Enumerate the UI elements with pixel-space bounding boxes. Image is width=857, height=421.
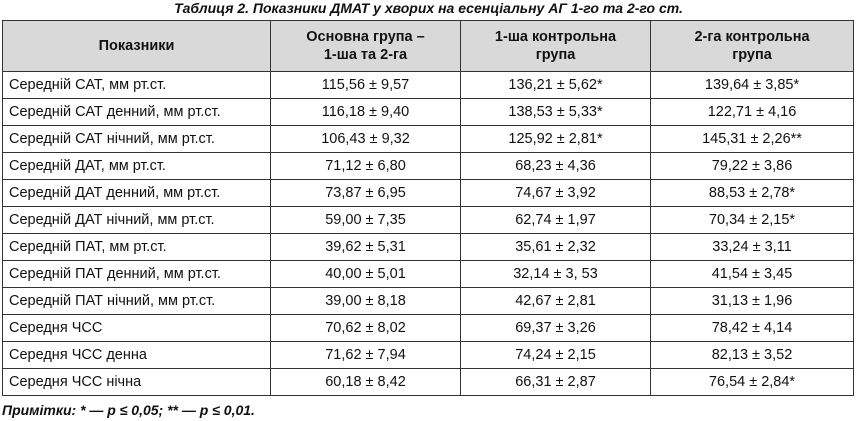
header-cell: 1-ша контрольна група — [460, 20, 651, 72]
table-cell: 73,87 ± 6,95 — [270, 179, 461, 207]
caption: Таблиця 2. Показники ДМАТ у хворих на ес… — [174, 0, 683, 16]
table-cell: Середня ЧСС нічна — [2, 368, 271, 396]
header-cell: 2-га контрольна група — [650, 20, 854, 72]
table-row: Середній САТ нічний, мм рт.ст. 106,43 ± 9… — [2, 125, 854, 153]
table-cell: 145,31 ± 2,26** — [650, 125, 854, 153]
table: Показники Основна група – 1-ша та 2-га 1-ша… — [2, 20, 854, 396]
table-cell: 76,54 ± 2,84* — [650, 368, 854, 396]
table-row: Середня ЧСС нічна 60,18 ± 8,42 66,31 ± 2,8… — [2, 368, 854, 396]
note: Примітки: * — p ≤ 0,05; ** — p ≤ 0,01. — [2, 402, 255, 418]
table-row: Середній ДАТ нічний, мм рт.ст. 59,00 ± 7,… — [2, 206, 854, 234]
table-cell: 70,62 ± 8,02 — [270, 314, 461, 342]
table-cell: 39,62 ± 5,31 — [270, 233, 461, 261]
table-row: Середня ЧСС 70,62 ± 8,02 69,37 ± 3,26 78,42… — [2, 314, 854, 342]
table-cell: 35,61 ± 2,32 — [460, 233, 651, 261]
table-cell: 71,12 ± 6,80 — [270, 152, 461, 180]
table-cell: 74,67 ± 3,92 — [460, 179, 651, 207]
table-row: Середня ЧСС денна 71,62 ± 7,94 74,24 ± 2,1… — [2, 341, 854, 369]
table-cell: 39,00 ± 8,18 — [270, 287, 461, 315]
table-cell: Середній ДАТ денний, мм рт.ст. — [2, 179, 271, 207]
table-cell: 41,54 ± 3,45 — [650, 260, 854, 288]
table-cell: 136,21 ± 5,62* — [460, 71, 651, 99]
header-line: 2-га контрольна — [694, 29, 810, 45]
table-cell: 138,53 ± 5,33* — [460, 98, 651, 126]
table-cell: 116,18 ± 9,40 — [270, 98, 461, 126]
table-cell: Середній ПАТ нічний, мм рт.ст. — [2, 287, 271, 315]
table-cell: 82,13 ± 3,52 — [650, 341, 854, 369]
table-row: Середній ДАТ, мм рт.ст. 71,12 ± 6,80 68,23… — [2, 152, 854, 180]
header-line: Показники — [98, 38, 175, 54]
table-cell: 40,00 ± 5,01 — [270, 260, 461, 288]
table-cell: 42,67 ± 2,81 — [460, 287, 651, 315]
header-line: 1-ша контрольна — [494, 29, 617, 45]
table-row: Середній САТ, мм рт.ст. 115,56 ± 9,57 136,… — [2, 71, 854, 99]
table-cell: 69,37 ± 3,26 — [460, 314, 651, 342]
table-cell: Середній САТ денний, мм рт.ст. — [2, 98, 271, 126]
table-cell: 122,71 ± 4,16 — [650, 98, 854, 126]
header-cell: Показники — [2, 20, 271, 72]
table-cell: 78,42 ± 4,14 — [650, 314, 854, 342]
table-cell: 68,23 ± 4,36 — [460, 152, 651, 180]
table-cell: Середня ЧСС денна — [2, 341, 271, 369]
table-row: Середній ДАТ денний, мм рт.ст. 73,87 ± 6,… — [2, 179, 854, 207]
header-line: 1-ша та 2-га — [323, 47, 408, 63]
table-cell: 32,14 ± 3, 53 — [460, 260, 651, 288]
table-cell: 62,74 ± 1,97 — [460, 206, 651, 234]
table-cell: 79,22 ± 3,86 — [650, 152, 854, 180]
table-cell: Середній ДАТ нічний, мм рт.ст. — [2, 206, 271, 234]
header-line: група — [732, 47, 772, 63]
table-cell: 33,24 ± 3,11 — [650, 233, 854, 261]
table-cell: 66,31 ± 2,87 — [460, 368, 651, 396]
header-row: Показники Основна група – 1-ша та 2-га 1-ша… — [2, 20, 854, 72]
table-cell: 59,00 ± 7,35 — [270, 206, 461, 234]
table-body: Середній САТ, мм рт.ст. 115,56 ± 9,57 136,… — [2, 71, 854, 396]
table-cell: Середній ПАТ, мм рт.ст. — [2, 233, 271, 261]
table-cell: 106,43 ± 9,32 — [270, 125, 461, 153]
table-cell: Середній САТ, мм рт.ст. — [2, 71, 271, 99]
table-cell: 70,34 ± 2,15* — [650, 206, 854, 234]
table-cell: Середній САТ нічний, мм рт.ст. — [2, 125, 271, 153]
table-cell: 115,56 ± 9,57 — [270, 71, 461, 99]
table-row: Середній САТ денний, мм рт.ст. 116,18 ± 9… — [2, 98, 854, 126]
table-cell: 139,64 ± 3,85* — [650, 71, 854, 99]
table-cell: 71,62 ± 7,94 — [270, 341, 461, 369]
header-line: Основна група – — [306, 29, 425, 45]
header-line: група — [535, 47, 576, 63]
header-cell: Основна група – 1-ша та 2-га — [270, 20, 461, 72]
table-cell: 88,53 ± 2,78* — [650, 179, 854, 207]
table-row: Середній ПАТ, мм рт.ст. 39,62 ± 5,31 35,61… — [2, 233, 854, 261]
table-cell: Середня ЧСС — [2, 314, 271, 342]
table-row: Середній ПАТ нічний, мм рт.ст. 39,00 ± 8,… — [2, 287, 854, 315]
table-row: Середній ПАТ денний, мм рт.ст. 40,00 ± 5,… — [2, 260, 854, 288]
table-cell: 31,13 ± 1,96 — [650, 287, 854, 315]
table-cell: 60,18 ± 8,42 — [270, 368, 461, 396]
table-cell: Середній ДАТ, мм рт.ст. — [2, 152, 271, 180]
table-cell: 74,24 ± 2,15 — [460, 341, 651, 369]
table-cell: Середній ПАТ денний, мм рт.ст. — [2, 260, 271, 288]
table-cell: 125,92 ± 2,81* — [460, 125, 651, 153]
